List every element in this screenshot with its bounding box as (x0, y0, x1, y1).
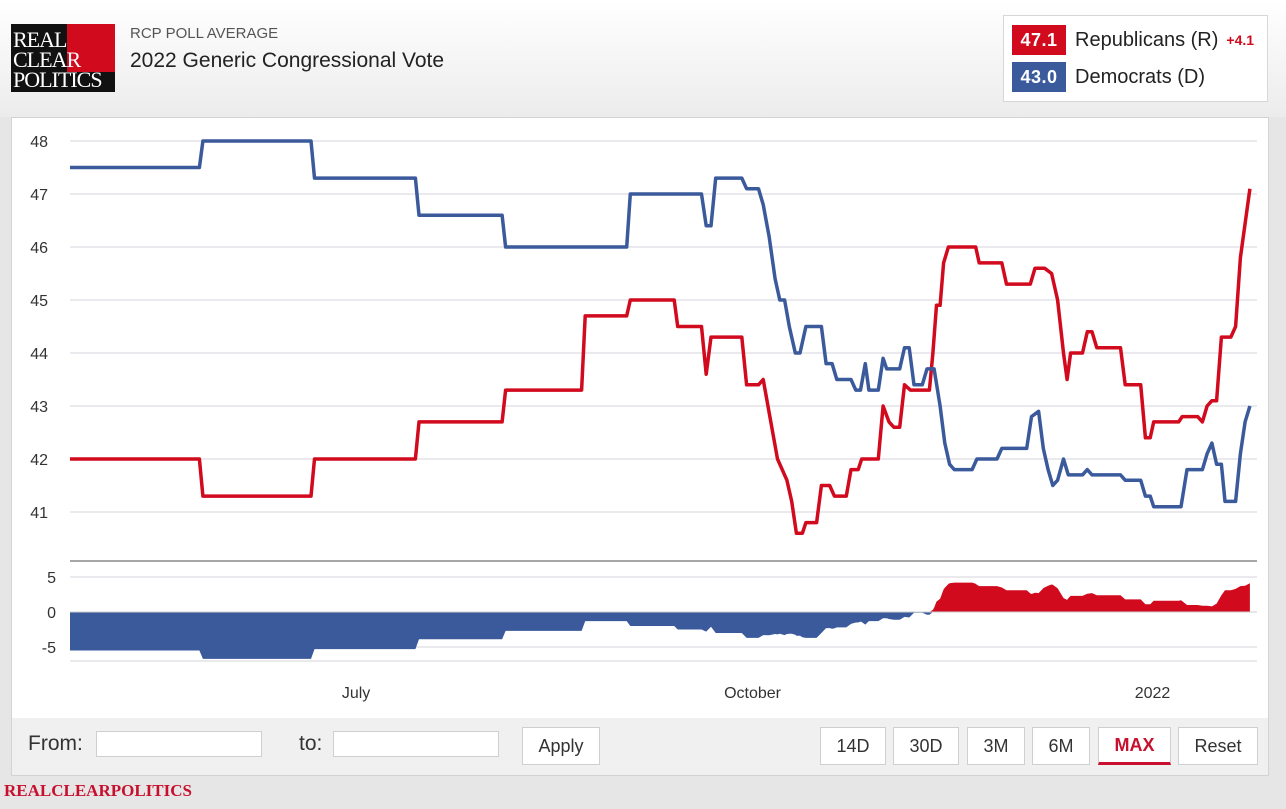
poll-average-label: RCP POLL AVERAGE (130, 25, 279, 42)
to-label: to: (299, 732, 323, 755)
spread-tick-label: 0 (47, 605, 56, 622)
spread-area-republicans (70, 582, 1250, 612)
democrats-label: Democrats (D) (1075, 65, 1206, 88)
range-max-button[interactable]: MAX (1098, 727, 1171, 765)
rcp-logo[interactable]: REAL CLEAR POLITICS (11, 24, 115, 92)
x-tick-label: July (342, 685, 370, 702)
y-tick-label: 47 (30, 187, 48, 204)
spread-tick-label: -5 (42, 640, 56, 657)
range-30d-button[interactable]: 30D (893, 727, 959, 765)
x-tick-label: 2022 (1135, 685, 1171, 702)
logo-line-1: REAL (13, 27, 67, 52)
y-tick-label: 48 (30, 134, 48, 151)
chart-panel[interactable]: 41 42 43 44 45 46 47 48 -5 0 5 July October 2022 (11, 117, 1269, 719)
series-line-democrats (70, 139, 1252, 509)
apply-button[interactable]: Apply (522, 727, 600, 765)
range-3m-button[interactable]: 3M (967, 727, 1025, 765)
reset-button[interactable]: Reset (1178, 727, 1258, 765)
from-label: From: (28, 732, 83, 755)
legend-item-democrats: 43.0 Democrats (D) (1012, 62, 1205, 92)
y-tick-label: 46 (30, 240, 48, 257)
y-tick-label: 44 (30, 346, 48, 363)
poll-chart[interactable]: 41 42 43 44 45 46 47 48 -5 0 5 July October 2022 (12, 118, 1268, 718)
from-date-input[interactable] (96, 731, 262, 757)
page-title: 2022 Generic Congressional Vote (130, 49, 445, 72)
republicans-value-badge: 47.1 (1012, 25, 1066, 55)
to-date-input[interactable] (333, 731, 499, 757)
legend: 47.1 Republicans (R) +4.1 43.0 Democrats… (1003, 15, 1268, 102)
y-tick-label: 42 (30, 452, 48, 469)
x-tick-label: October (724, 685, 782, 702)
logo-red-square (67, 24, 115, 72)
chart-header: REAL CLEAR POLITICS RCP POLL AVERAGE 202… (0, 0, 1286, 117)
footer-brand[interactable]: REALCLEARPOLITICS (4, 781, 192, 800)
logo-line-3: POLITICS (13, 67, 103, 92)
logo-line-2: CLEAR (13, 47, 81, 72)
spread-area-democrats (70, 612, 1250, 659)
range-6m-button[interactable]: 6M (1032, 727, 1090, 765)
democrats-value-badge: 43.0 (1012, 62, 1066, 92)
spread-badge: +4.1 (1226, 32, 1255, 48)
y-tick-label: 45 (30, 293, 48, 310)
series-line-republicans (70, 188, 1252, 535)
legend-item-republicans: 47.1 Republicans (R) +4.1 (1012, 25, 1254, 55)
spread-tick-label: 5 (47, 570, 56, 587)
range-14d-button[interactable]: 14D (820, 727, 886, 765)
republicans-label: Republicans (R) (1075, 28, 1219, 51)
date-range-controls: From: to: Apply 14D 30D 3M 6M MAX Reset (11, 718, 1269, 776)
y-tick-label: 43 (30, 399, 48, 416)
y-tick-label: 41 (30, 505, 48, 522)
